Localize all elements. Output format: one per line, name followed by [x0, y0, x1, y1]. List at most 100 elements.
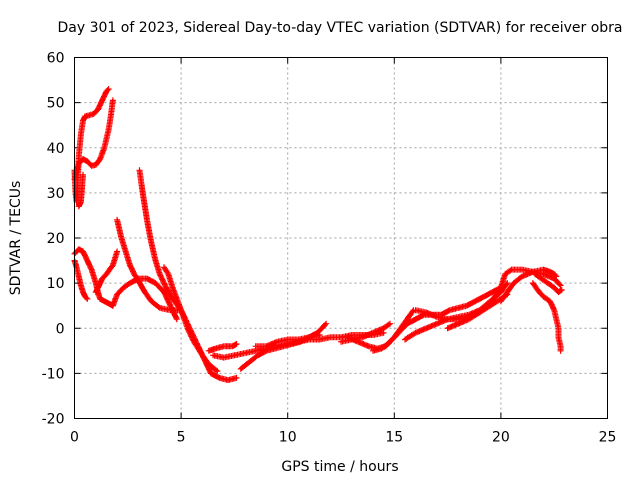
- data-point: [101, 128, 112, 151]
- data-point: [551, 275, 563, 288]
- data-point: [103, 263, 115, 278]
- y-tick-label: -20: [42, 412, 65, 428]
- data-point: [148, 239, 159, 263]
- series-arc-10: [161, 264, 240, 384]
- data-point: [188, 329, 201, 348]
- data-point: [557, 282, 564, 289]
- x-tick-label: 25: [599, 430, 617, 446]
- data-point: [246, 353, 260, 366]
- y-axis-label: SDTVAR / TECUs: [8, 181, 24, 296]
- data-point: [109, 97, 116, 104]
- data-point: [395, 321, 409, 336]
- data-point: [84, 158, 94, 168]
- x-tick-label: 5: [177, 430, 186, 446]
- data-point: [156, 271, 169, 290]
- data-point: [553, 273, 560, 280]
- data-point: [465, 310, 482, 323]
- data-point: [163, 284, 175, 301]
- data-point: [135, 277, 148, 294]
- data-point: [99, 272, 109, 282]
- data-point: [80, 248, 90, 263]
- data-point: [120, 281, 132, 291]
- data-point: [538, 275, 550, 286]
- series-arc-22: [497, 266, 560, 305]
- data-point: [107, 98, 116, 120]
- chart-title: Day 301 of 2023, Sidereal Day-to-day VTE…: [57, 20, 622, 36]
- data-point: [387, 320, 393, 327]
- data-point: [402, 330, 418, 343]
- x-tick-label: 10: [279, 430, 297, 446]
- data-point: [77, 186, 85, 205]
- data-point: [487, 286, 503, 307]
- data-point: [114, 248, 121, 255]
- data-point: [529, 280, 542, 294]
- grid: [74, 57, 608, 419]
- data-point: [73, 182, 81, 205]
- data-point: [544, 280, 556, 290]
- series-arc-14: [252, 332, 323, 350]
- data-point: [152, 280, 162, 290]
- data-point: [540, 293, 552, 304]
- data-point: [551, 271, 559, 279]
- data-point: [148, 298, 162, 310]
- data-point: [182, 316, 195, 335]
- y-tick-label: 20: [47, 231, 65, 247]
- data-point: [532, 271, 544, 281]
- data-point: [504, 281, 516, 296]
- x-tick-label: 20: [492, 430, 510, 446]
- data-point: [82, 293, 90, 301]
- data-point: [497, 290, 510, 305]
- data-point: [412, 312, 426, 323]
- data-point: [387, 330, 401, 345]
- series-arc-3: [75, 171, 86, 210]
- data-point: [92, 157, 103, 168]
- data-point: [90, 107, 100, 117]
- data-point: [314, 324, 326, 336]
- data-point: [161, 264, 171, 276]
- series-arc-5: [71, 246, 116, 309]
- series-arc-11: [205, 341, 240, 354]
- y-tick-label: 10: [47, 276, 65, 292]
- data-point: [380, 321, 392, 332]
- data-point: [131, 271, 141, 283]
- data-point: [141, 289, 154, 303]
- data-point: [404, 308, 416, 323]
- data-point: [320, 321, 328, 329]
- data-point: [378, 339, 392, 352]
- y-tick-label: 30: [47, 186, 65, 202]
- data-point: [480, 289, 495, 300]
- y-tick-label: 0: [56, 321, 65, 337]
- plot-frame: [74, 57, 608, 419]
- data-point: [103, 87, 111, 95]
- x-tick-label: 15: [385, 430, 403, 446]
- y-tick-label: 60: [47, 51, 65, 67]
- series-arc-23: [529, 280, 564, 354]
- data-point: [316, 332, 323, 338]
- data-point: [80, 171, 86, 178]
- data-point: [84, 257, 94, 272]
- x-axis-label: GPS time / hours: [281, 459, 398, 475]
- data-point: [510, 274, 524, 287]
- data-point: [558, 286, 565, 293]
- data-point: [84, 295, 91, 302]
- series-arc-17: [370, 284, 504, 354]
- data-point: [86, 111, 96, 119]
- data-point: [476, 303, 492, 316]
- data-point: [207, 370, 222, 381]
- data-point: [173, 316, 180, 323]
- y-tick-label: 40: [47, 141, 65, 157]
- data-point: [404, 316, 418, 327]
- data-point: [114, 285, 126, 298]
- y-tick-label: -10: [42, 366, 65, 382]
- data-point: [233, 341, 240, 347]
- data-point: [105, 86, 112, 93]
- data-point: [502, 267, 514, 278]
- data-point: [214, 368, 221, 375]
- series-arc-6: [92, 248, 121, 296]
- y-tick-label: 50: [47, 96, 65, 112]
- data-point: [536, 289, 546, 299]
- data-point: [557, 347, 564, 354]
- data-point: [254, 348, 269, 359]
